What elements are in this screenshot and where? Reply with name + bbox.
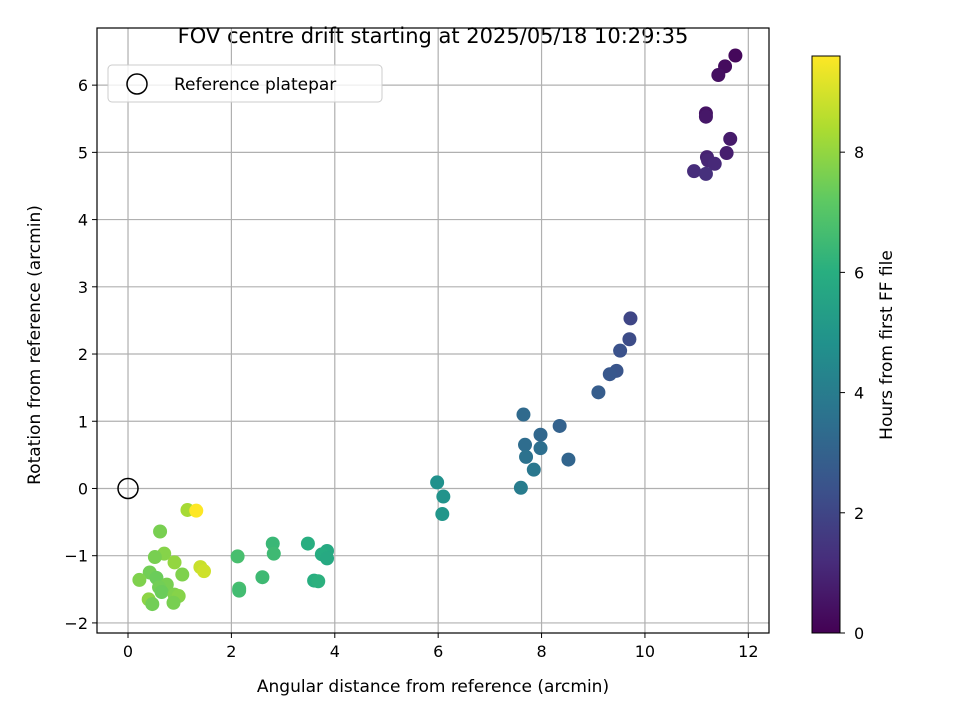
data-point	[430, 475, 445, 490]
data-points	[132, 48, 743, 612]
y-tick-label: −1	[64, 547, 88, 566]
data-point	[300, 536, 315, 551]
data-point	[197, 564, 212, 579]
x-axis-ticks: 0 2 4 6 8 10 12	[123, 633, 759, 661]
legend-marker-reference	[126, 73, 148, 95]
data-point	[622, 332, 637, 347]
y-tick-label: 0	[78, 479, 88, 498]
y-axis-label: Rotation from reference (arcmin)	[25, 205, 45, 485]
x-axis-label: Angular distance from reference (arcmin)	[257, 677, 609, 697]
data-point	[513, 480, 528, 495]
legend-box	[107, 64, 383, 103]
colorbar-tick-label: 6	[854, 263, 864, 282]
y-tick-label: 5	[78, 143, 88, 162]
data-point	[623, 311, 638, 326]
data-point	[698, 109, 713, 124]
y-tick-label: 6	[78, 76, 88, 95]
legend-label-reference: Reference platepar	[174, 75, 336, 95]
data-point	[154, 584, 169, 599]
data-point	[519, 449, 534, 464]
x-tick-label: 10	[635, 642, 655, 661]
data-point	[719, 146, 734, 161]
reference-point	[117, 477, 139, 500]
data-point	[147, 550, 162, 565]
data-point	[265, 536, 280, 551]
y-tick-label: −2	[64, 614, 88, 633]
colorbar-tick-label: 0	[854, 624, 864, 643]
data-point	[533, 441, 548, 456]
x-tick-label: 12	[738, 642, 758, 661]
data-point	[723, 131, 738, 146]
y-tick-label: 1	[78, 412, 88, 431]
x-tick-label: 6	[433, 642, 443, 661]
colorbar-tick-label: 4	[854, 384, 864, 403]
data-point	[711, 68, 726, 83]
data-point	[132, 572, 147, 587]
legend: Reference platepar	[107, 64, 383, 103]
colorbar-tick-label: 2	[854, 504, 864, 523]
y-tick-label: 2	[78, 345, 88, 364]
grid-lines	[97, 28, 769, 633]
data-point	[602, 367, 617, 382]
colorbar-label: Hours from first FF file	[877, 250, 897, 440]
data-point	[728, 48, 743, 63]
data-point	[526, 462, 541, 477]
data-point	[561, 452, 576, 467]
data-point	[320, 551, 335, 566]
colorbar-tick-label: 8	[854, 143, 864, 162]
y-tick-label: 4	[78, 211, 88, 230]
data-point	[552, 418, 567, 433]
data-point	[230, 549, 245, 564]
data-point	[255, 570, 270, 585]
colorbar: 0 2 4 6 8 Hours from first FF file	[811, 55, 897, 643]
y-tick-label: 3	[78, 278, 88, 297]
data-point	[436, 489, 451, 504]
data-point	[516, 407, 531, 422]
data-point	[266, 546, 281, 561]
data-point	[707, 156, 722, 171]
x-tick-label: 8	[536, 642, 546, 661]
y-axis-ticks: −2 −1 0 1 2 3 4 5 6	[64, 76, 97, 633]
plot-frame	[96, 27, 770, 634]
data-point	[153, 524, 168, 539]
data-point	[311, 574, 326, 589]
x-tick-label: 4	[330, 642, 340, 661]
data-point	[232, 583, 247, 598]
data-point	[533, 427, 548, 442]
data-point	[145, 597, 160, 612]
data-point	[435, 507, 450, 522]
data-point	[518, 437, 533, 452]
data-point	[613, 343, 628, 358]
colorbar-ticks: 0 2 4 6 8	[840, 143, 864, 643]
data-point	[175, 567, 190, 582]
data-point	[167, 555, 182, 570]
x-tick-label: 2	[226, 642, 236, 661]
colorbar-gradient	[811, 55, 841, 634]
data-point	[189, 503, 204, 518]
reference-marker	[117, 477, 139, 500]
data-point	[591, 385, 606, 400]
data-point	[698, 166, 713, 181]
x-tick-label: 0	[123, 642, 133, 661]
data-point	[687, 164, 702, 179]
data-point	[166, 595, 181, 610]
